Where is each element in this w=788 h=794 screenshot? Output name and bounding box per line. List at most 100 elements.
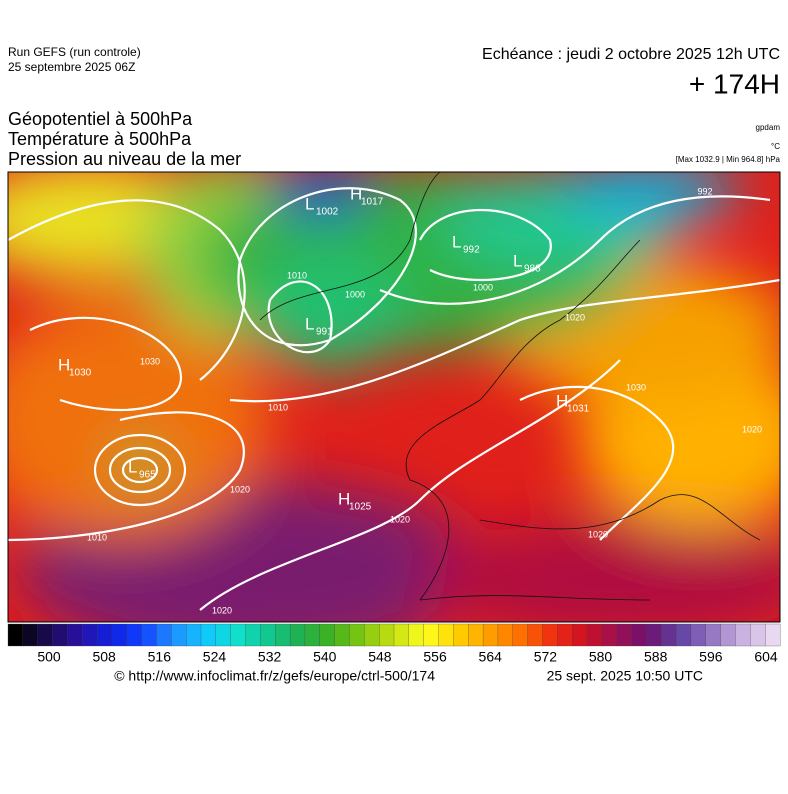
isobar-label: 1020 — [588, 529, 608, 539]
colorbar-swatch — [557, 623, 573, 647]
colorbar-swatch — [364, 623, 380, 647]
colorbar-swatch — [497, 623, 514, 647]
colorbar-swatch — [304, 623, 321, 647]
colorbar-swatch — [631, 623, 647, 647]
colorbar-swatch — [37, 623, 53, 647]
source: © http://www.infoclimat.fr/z/gefs/europe… — [114, 668, 435, 684]
center-value: 992 — [463, 245, 480, 256]
center-type: H — [338, 489, 350, 508]
colorbar-swatch — [82, 623, 98, 647]
colorbar-swatch — [765, 623, 781, 647]
colorbar-swatch — [586, 623, 603, 647]
colorbar-swatch — [601, 623, 618, 647]
colorbar-swatch — [67, 623, 83, 647]
colorbar-swatch — [512, 623, 529, 647]
center-value: 988 — [524, 264, 541, 275]
center-value: 1030 — [69, 368, 92, 379]
colorbar-swatch — [646, 623, 662, 647]
isobar-label: 1020 — [390, 514, 410, 524]
colorbar: 500 508 516 524 532 540 548 556 564 572 580 588 596 6… — [7, 623, 781, 665]
colorbar-swatch — [750, 623, 766, 647]
colorbar-swatch — [379, 623, 395, 647]
colorbar-swatch — [186, 623, 202, 647]
valid-time: Echéance : jeudi 2 octobre 2025 12h UTC — [482, 46, 780, 63]
coastlines — [259, 172, 761, 601]
colorbar-swatch — [156, 623, 172, 647]
isobars — [8, 187, 780, 611]
colorbar-swatch — [289, 623, 306, 647]
field: Géopotentiel à 500hPa — [8, 109, 193, 129]
colorbar-tick-label: 508 — [92, 649, 116, 665]
colorbar-swatch — [230, 623, 246, 647]
isobar-label: 1010 — [87, 532, 107, 542]
isobar-label: 1000 — [345, 289, 365, 299]
colorbar-swatch — [319, 623, 336, 647]
unit: gpdam — [756, 123, 781, 132]
field: Température à 500hPa — [8, 129, 192, 149]
colorbar-swatch — [141, 623, 157, 647]
colorbar-swatch — [126, 623, 143, 647]
isobar-label: 992 — [697, 186, 712, 196]
colorbar-tick-label: 516 — [148, 649, 172, 665]
colorbar-tick-label: 500 — [37, 649, 61, 665]
center-value: 965 — [139, 470, 156, 481]
center-type: L — [305, 194, 314, 213]
colorbar-swatch — [720, 623, 736, 647]
colorbar-swatch — [453, 623, 469, 647]
center-value: 1002 — [316, 207, 339, 218]
colorbar-swatch — [52, 623, 68, 647]
colorbar-swatch — [690, 623, 707, 647]
colorbar-tick-label: 556 — [423, 649, 447, 665]
colorbar-tick-label: 572 — [534, 649, 558, 665]
isobar-label: 1020 — [742, 424, 762, 434]
colorbar-swatch — [111, 623, 128, 647]
colorbar-swatch — [616, 623, 632, 647]
center-type: L — [305, 314, 314, 333]
colorbar-swatch — [572, 623, 588, 647]
center-value: 1025 — [349, 502, 372, 513]
generated: 25 sept. 2025 10:50 UTC — [547, 668, 703, 684]
center-type: L — [128, 457, 137, 476]
colorbar-swatch — [527, 623, 543, 647]
center-type: H — [58, 355, 70, 374]
center-value: 1031 — [567, 404, 590, 415]
colorbar-tick-label: 588 — [644, 649, 668, 665]
unit: [Max 1032.9 | Min 964.8] hPa — [676, 155, 781, 164]
isobar-label: 1020 — [212, 605, 232, 615]
isobar-label: 1020 — [230, 484, 250, 494]
isobar-label: 1010 — [287, 270, 307, 280]
center-type: H — [350, 184, 362, 203]
colorbar-swatch — [171, 623, 187, 647]
isobar-label: 1030 — [626, 382, 646, 392]
colorbar-tick-label: 564 — [479, 649, 503, 665]
center-type: L — [513, 251, 522, 270]
map-frame — [7, 171, 781, 623]
colorbar-swatch — [349, 623, 365, 647]
colorbar-tick-label: 524 — [203, 649, 227, 665]
colorbar-tick-label: 596 — [699, 649, 723, 665]
isobar-label: 1020 — [565, 312, 585, 322]
colorbar-swatch — [542, 623, 558, 647]
colorbar-swatch — [275, 623, 291, 647]
colorbar-swatch — [260, 623, 276, 647]
colorbar-tick-label: 580 — [589, 649, 613, 665]
center-value: 1017 — [361, 197, 384, 208]
colorbar-swatch — [661, 623, 677, 647]
colorbar-tick-label: 540 — [313, 649, 337, 665]
colorbar-swatch — [22, 623, 39, 647]
run: Run GEFS (run controle) — [8, 45, 141, 59]
colorbar-swatch — [245, 623, 261, 647]
colorbar-swatch — [408, 623, 425, 647]
unit: °C — [771, 142, 780, 151]
colorbar-swatch — [393, 623, 410, 647]
colorbar-swatch — [200, 623, 217, 647]
colorbar-swatch — [735, 623, 751, 647]
colorbar-swatch — [334, 623, 350, 647]
run-date: 25 septembre 2025 06Z — [8, 60, 135, 74]
colorbar-swatch — [215, 623, 232, 647]
colorbar-tick-label: 604 — [754, 649, 778, 665]
center-type: H — [556, 391, 568, 410]
colorbar-tick-label: 532 — [258, 649, 282, 665]
center-value: 991 — [316, 327, 333, 338]
